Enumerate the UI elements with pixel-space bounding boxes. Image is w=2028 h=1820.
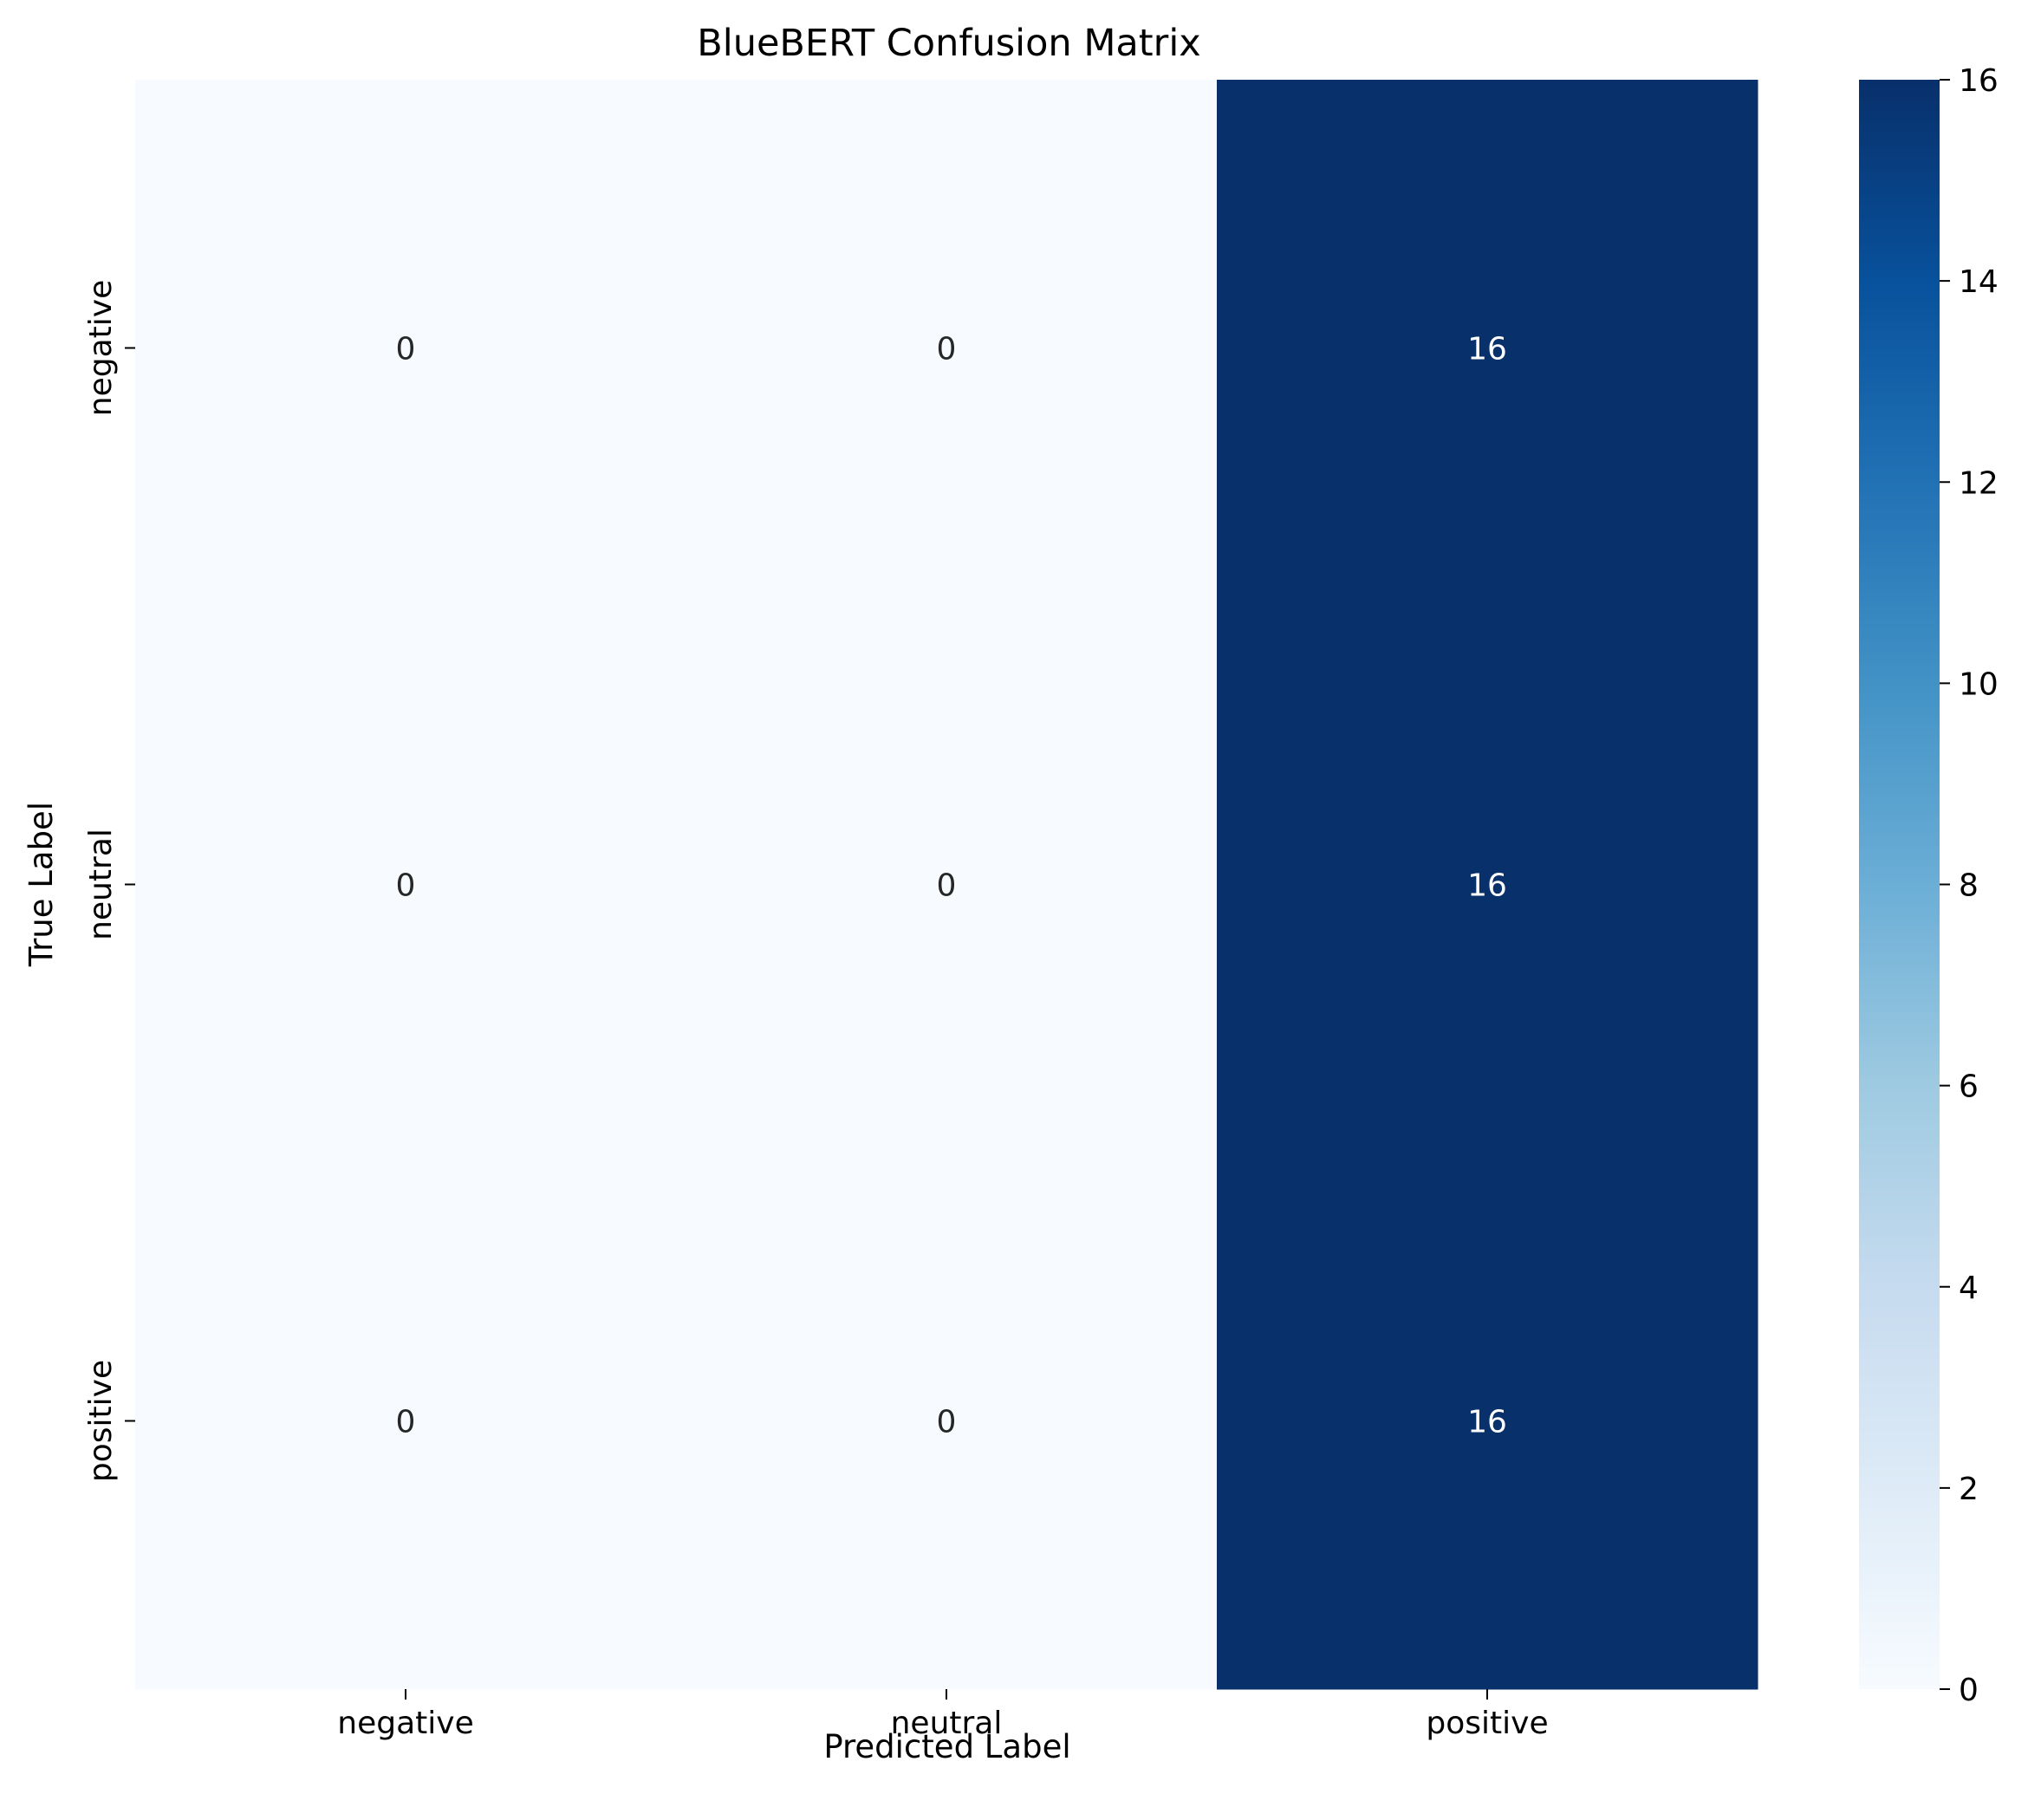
x-tick-label: positive bbox=[1426, 1706, 1548, 1741]
cell-value-label: 0 bbox=[396, 332, 416, 367]
y-tick-label: neutral bbox=[83, 829, 119, 940]
x-tick-label: neutral bbox=[891, 1706, 1003, 1741]
colorbar-tick-label: 14 bbox=[1959, 264, 1999, 300]
heatmap-cell bbox=[1217, 616, 1758, 1154]
chart-title: BlueBERT Confusion Matrix bbox=[697, 22, 1200, 65]
cell-value-label: 0 bbox=[396, 868, 416, 904]
heatmap-cell bbox=[676, 1153, 1218, 1690]
x-tick-label: negative bbox=[337, 1706, 473, 1741]
colorbar-tick-label: 8 bbox=[1959, 868, 1979, 904]
y-tick-label: positive bbox=[83, 1360, 119, 1482]
heatmap-cell bbox=[1217, 1153, 1758, 1690]
heatmap-cell bbox=[676, 80, 1218, 617]
colorbar-gradient bbox=[1859, 80, 1940, 1689]
heatmap-cell bbox=[135, 616, 677, 1154]
colorbar-tick-label: 12 bbox=[1959, 465, 1999, 501]
cell-value-label: 0 bbox=[396, 1405, 416, 1440]
colorbar-tick-label: 10 bbox=[1959, 666, 1999, 702]
y-axis-ticks: negative neutral positive bbox=[83, 280, 135, 1482]
heatmap-cell bbox=[135, 1153, 677, 1690]
cell-value-label: 16 bbox=[1467, 332, 1507, 367]
colorbar-tick-label: 6 bbox=[1959, 1069, 1979, 1105]
cell-value-label: 16 bbox=[1467, 868, 1507, 904]
colorbar-ticks: 0 2 4 6 8 10 12 14 16 bbox=[1940, 63, 1999, 1708]
colorbar-tick-label: 4 bbox=[1959, 1271, 1979, 1306]
cell-value-label: 0 bbox=[937, 868, 957, 904]
heatmap-cell bbox=[676, 616, 1218, 1154]
x-axis-label: Predicted Label bbox=[823, 1728, 1070, 1765]
cell-value-label: 16 bbox=[1467, 1405, 1507, 1440]
heatmap-cell bbox=[135, 80, 677, 617]
cell-labels: 0 0 16 0 0 16 0 0 16 bbox=[396, 332, 1507, 1440]
colorbar-tick-label: 16 bbox=[1959, 63, 1999, 99]
cell-value-label: 0 bbox=[937, 332, 957, 367]
colorbar-tick-label: 2 bbox=[1959, 1472, 1979, 1507]
heatmap-cell bbox=[1217, 80, 1758, 617]
x-axis-ticks: negative neutral positive bbox=[337, 1689, 1549, 1741]
colorbar: 0 2 4 6 8 10 12 14 16 bbox=[1859, 63, 1999, 1708]
colorbar-tick-label: 0 bbox=[1959, 1673, 1979, 1708]
y-tick-label: negative bbox=[83, 280, 119, 416]
cell-value-label: 0 bbox=[937, 1405, 957, 1440]
heatmap-cells bbox=[135, 80, 1758, 1690]
y-axis-label: True Label bbox=[23, 802, 60, 967]
